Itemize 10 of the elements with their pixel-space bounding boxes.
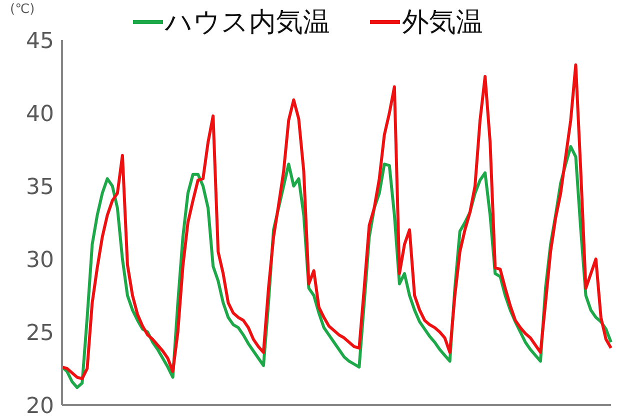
y-tick-label: 45 (26, 28, 54, 54)
y-axis-title: (℃) (10, 2, 35, 17)
y-tick-label: 25 (26, 320, 54, 346)
y-tick-label: 20 (26, 394, 54, 419)
legend-label: ハウス内気温 (165, 6, 330, 40)
y-tick-label: 30 (26, 248, 54, 273)
line-series (60, 63, 612, 380)
y-tick-label: 40 (26, 102, 54, 127)
y-tick-label: 35 (26, 174, 54, 200)
legend-label: 外気温 (402, 6, 483, 40)
